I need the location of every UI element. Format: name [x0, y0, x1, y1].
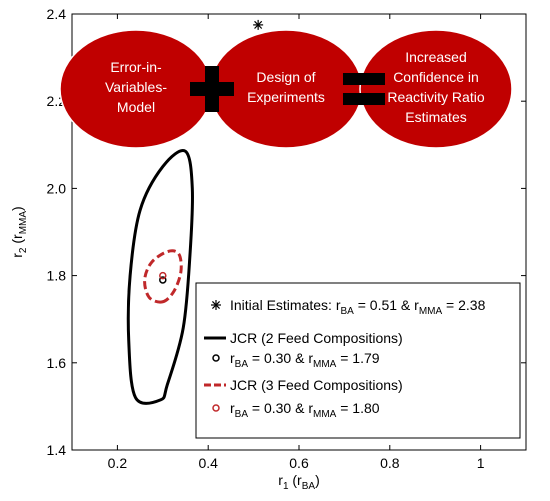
bubble-3-line-1: Increased	[405, 49, 466, 65]
x-tick-label: 0.6	[289, 455, 309, 471]
x-tick-label: 0.8	[380, 455, 400, 471]
bubble-1-line-1: Error-in-	[110, 59, 162, 75]
x-axis-label: r1 (rBA)	[278, 472, 319, 492]
jcr-regions	[126, 149, 195, 405]
bubble-3-line-4: Estimates	[405, 109, 466, 125]
x-tick-label: 1	[477, 455, 485, 471]
y-tick-label: 1.4	[47, 442, 67, 458]
estimate-point-1	[159, 276, 167, 284]
bubble-1-line-3: Model	[117, 99, 155, 115]
jcr-region-2	[143, 249, 183, 304]
y-tick-label: 2.0	[47, 180, 67, 196]
legend-item-jcr-3: JCR (3 Feed Compositions)	[230, 377, 403, 393]
y-tick-label: 1.8	[47, 268, 67, 284]
bubble-3-line-2: Confidence in	[393, 69, 479, 85]
bubble-increased-confidence	[359, 29, 513, 149]
legend-box	[195, 282, 521, 439]
legend-marker-asterisk	[211, 300, 221, 310]
legend-marker-red-circle	[212, 404, 220, 412]
bubble-2-line-1: Design of	[256, 69, 315, 85]
estimate-point-3	[159, 271, 167, 280]
point-estimates	[159, 19, 264, 284]
plus-icon	[190, 66, 234, 112]
y-axis-label: r2 (rMMA)	[9, 206, 29, 257]
bubble-3-line-3: Reactivity Ratio	[387, 89, 484, 105]
legend: Initial Estimates: rBA = 0.51 & rMMA = 2…	[195, 282, 521, 439]
bubble-2-line-2: Experiments	[247, 89, 325, 105]
x-tick-label: 0.2	[108, 455, 128, 471]
x-tick-label: 0.4	[198, 455, 218, 471]
legend-marker-black-circle	[212, 354, 220, 362]
legend-item-estimate-2: rBA = 0.30 & rMMA = 1.79	[230, 350, 380, 370]
y-tick-label: 1.6	[47, 355, 67, 371]
concept-overlay: Error-in- Variables- Model Design of Exp…	[59, 29, 513, 149]
equals-icon	[343, 73, 385, 105]
legend-item-estimate-3: rBA = 0.30 & rMMA = 1.80	[230, 400, 380, 420]
y-tick-label: 2.4	[47, 6, 67, 22]
initial-estimate-point	[253, 19, 264, 30]
bubble-1-line-2: Variables-	[105, 79, 167, 95]
legend-item-jcr-2: JCR (2 Feed Compositions)	[230, 330, 403, 346]
jcr-region-0	[126, 149, 195, 405]
legend-item-initial-estimates: Initial Estimates: rBA = 0.51 & rMMA = 2…	[230, 297, 486, 317]
